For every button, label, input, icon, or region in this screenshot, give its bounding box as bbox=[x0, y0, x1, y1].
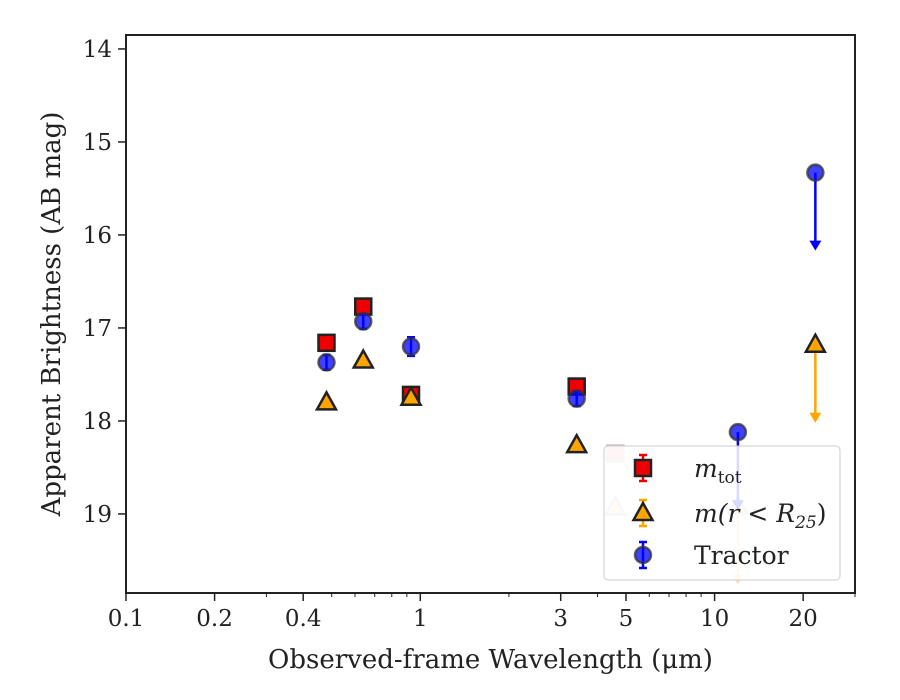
x-axis: 0.1 0.2 0.4 1 3 5 10 20 bbox=[108, 593, 856, 632]
y-axis-label: Apparent Brightness (AB mag) bbox=[37, 112, 67, 518]
legend-box bbox=[603, 445, 841, 581]
upper-limit-arrow-head bbox=[809, 240, 822, 251]
y-tick-label: 15 bbox=[83, 130, 112, 156]
plot-frame bbox=[125, 34, 856, 594]
y-axis: 14 15 16 17 18 19 bbox=[83, 37, 126, 528]
square-marker bbox=[354, 297, 373, 316]
circle-marker bbox=[354, 312, 373, 331]
legend-label-main: Tractor bbox=[694, 541, 789, 570]
legend-square-icon bbox=[633, 458, 653, 478]
legend-circle-icon bbox=[633, 545, 653, 565]
data-point bbox=[314, 389, 339, 411]
y-tick-label: 14 bbox=[83, 37, 112, 63]
legend-label: m(r < R25) bbox=[694, 499, 826, 533]
data-point bbox=[567, 389, 586, 408]
data-point bbox=[354, 312, 373, 331]
x-tick-label: 0.2 bbox=[196, 606, 233, 632]
x-tick-label: 3 bbox=[553, 606, 568, 632]
x-tick-label: 1 bbox=[413, 606, 428, 632]
circle-marker bbox=[567, 389, 586, 408]
y-tick-label: 16 bbox=[83, 223, 112, 249]
legend-label-main: m bbox=[694, 454, 718, 483]
x-axis-label: Observed-frame Wavelength (μm) bbox=[268, 645, 713, 675]
data-point bbox=[401, 336, 421, 358]
y-tick-label: 17 bbox=[83, 316, 112, 342]
triangle-marker bbox=[351, 347, 375, 369]
x-tick-label: 5 bbox=[619, 606, 634, 632]
legend-triangle-icon bbox=[631, 500, 655, 522]
legend-label-tail: ) bbox=[817, 499, 827, 528]
legend-label: Tractor bbox=[694, 541, 789, 570]
legend-label-main: m(r < R bbox=[694, 499, 795, 528]
circle-marker bbox=[401, 337, 421, 356]
square-marker bbox=[317, 333, 336, 353]
x-tick-label: 10 bbox=[700, 606, 729, 632]
legend-label-subscript: tot bbox=[718, 468, 742, 488]
data-point bbox=[354, 297, 373, 316]
x-tick-label: 0.1 bbox=[108, 606, 145, 632]
triangle-marker bbox=[399, 385, 423, 406]
legend-entry: m(r < R25) bbox=[631, 498, 826, 533]
data-point bbox=[803, 332, 827, 423]
circle-marker bbox=[728, 422, 748, 442]
data-point bbox=[317, 353, 336, 372]
legend-entry: Tractor bbox=[633, 540, 789, 570]
data-point bbox=[317, 333, 336, 353]
legend-label: mtot bbox=[694, 454, 742, 488]
y-tick-label: 19 bbox=[83, 502, 112, 528]
data-point bbox=[565, 432, 589, 454]
triangle-marker bbox=[803, 332, 827, 353]
x-tick-label: 0.4 bbox=[285, 606, 322, 632]
data-point bbox=[806, 163, 825, 251]
triangle-marker bbox=[314, 389, 339, 411]
triangle-marker bbox=[565, 432, 589, 454]
data-point bbox=[399, 385, 423, 406]
circle-marker bbox=[317, 353, 336, 372]
data-point bbox=[351, 347, 375, 369]
y-tick-label: 18 bbox=[83, 409, 112, 435]
legend: mtot m(r < R25) Tractor bbox=[603, 445, 841, 581]
x-tick-label: 20 bbox=[789, 606, 818, 632]
upper-limit-arrow-head bbox=[809, 412, 822, 423]
legend-label-subscript: 25 bbox=[794, 513, 817, 533]
legend-entry: mtot bbox=[633, 453, 742, 488]
circle-marker bbox=[806, 163, 825, 182]
